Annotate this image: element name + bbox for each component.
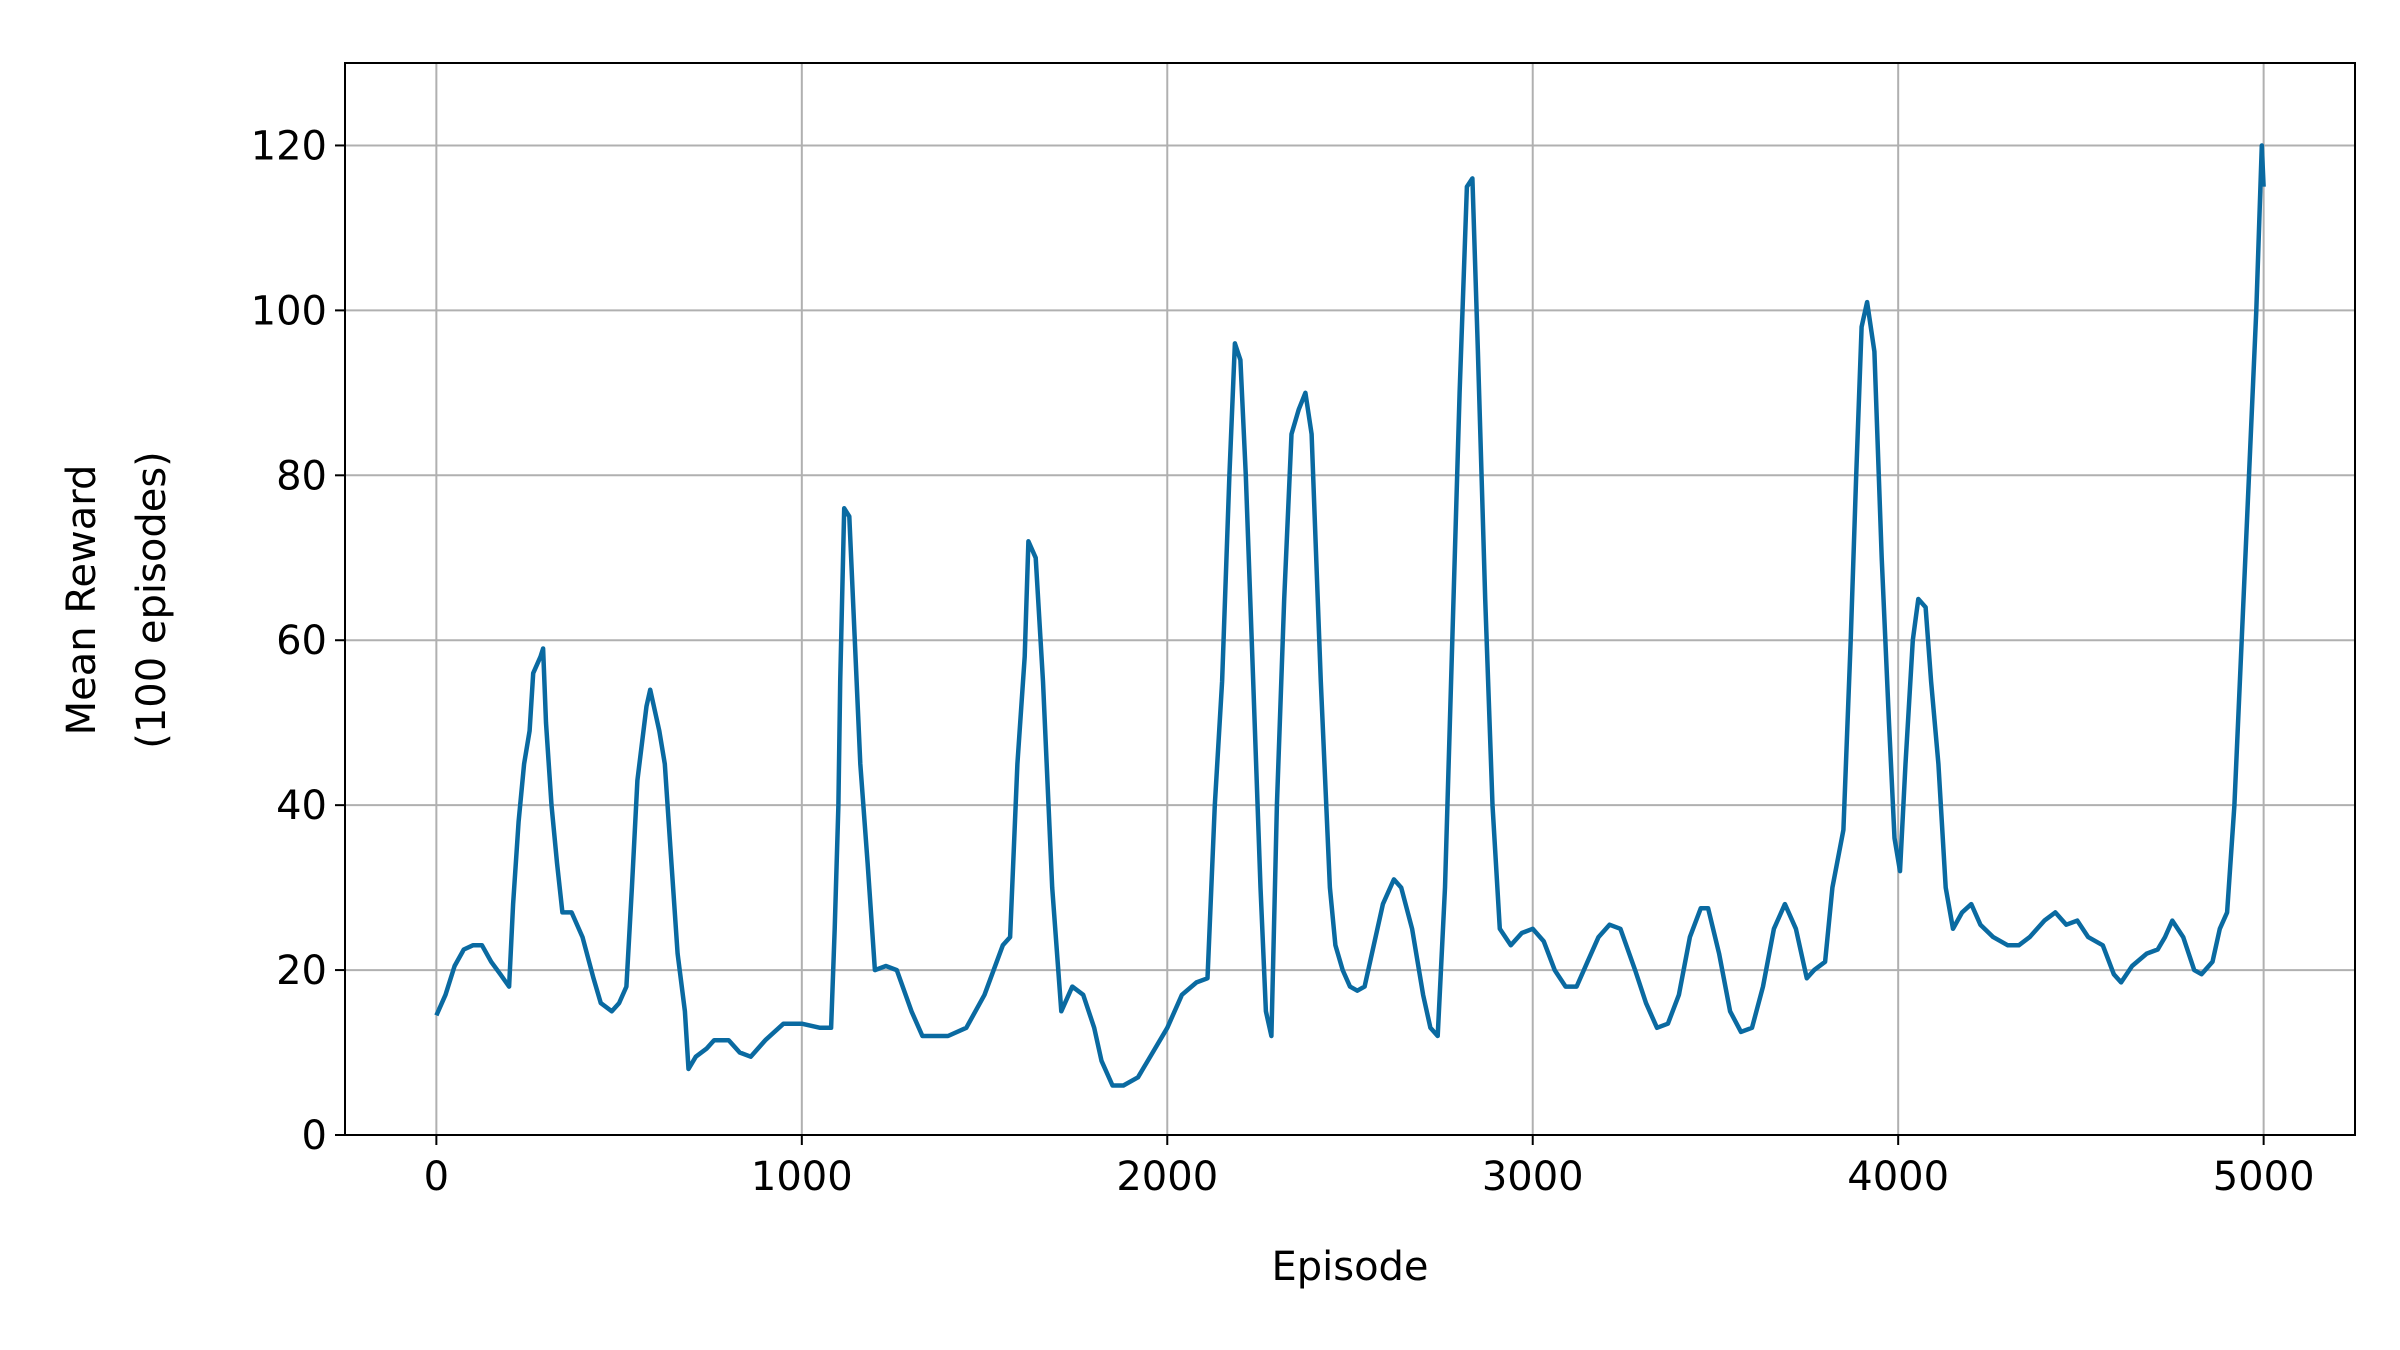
line-series [434, 143, 2266, 1088]
y-tick-label: 100 [251, 288, 327, 334]
plot-frame [344, 62, 2356, 1136]
x-tick-label: 4000 [1847, 1154, 1949, 1200]
y-tick-label: 60 [276, 618, 327, 664]
x-tick-label: 2000 [1116, 1154, 1218, 1200]
x-axis-label: Episode [1271, 1244, 1428, 1290]
y-tick-label: 0 [302, 1113, 327, 1159]
y-tick-label: 40 [276, 783, 327, 829]
y-axis-label: Mean Reward [59, 465, 105, 736]
x-tick-label: 3000 [1482, 1154, 1584, 1200]
x-tick-label: 5000 [2213, 1154, 2315, 1200]
y-tick-label: 120 [251, 123, 327, 169]
y-axis-label: (100 episodes) [129, 451, 175, 749]
x-tick-label: 1000 [751, 1154, 853, 1200]
y-tick-label: 80 [276, 453, 327, 499]
x-tick-label: 0 [424, 1154, 449, 1200]
y-tick-label: 20 [276, 948, 327, 994]
